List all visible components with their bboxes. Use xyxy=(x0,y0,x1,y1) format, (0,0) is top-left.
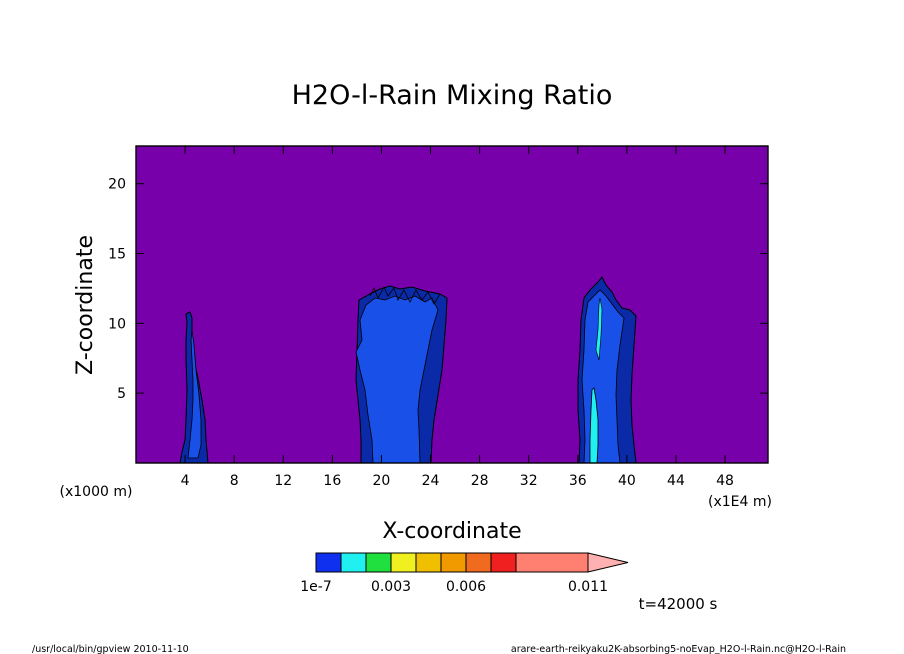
footer-left: /usr/local/bin/gpview 2010-11-10 xyxy=(32,644,189,654)
y-tick-label: 10 xyxy=(108,316,126,332)
x-tick-label: 8 xyxy=(230,473,239,489)
colorbar-swatch xyxy=(315,552,342,573)
x-tick-label: 4 xyxy=(181,473,190,489)
x-tick-label: 32 xyxy=(520,473,538,489)
x-tick-label: 12 xyxy=(274,473,292,489)
colorbar: 1e-7 0.003 0.006 0.011 xyxy=(300,552,629,595)
y-tick-label: 5 xyxy=(117,386,126,402)
cloud-right xyxy=(577,276,637,464)
colorbar-swatch xyxy=(465,552,492,573)
x-tick-label: 28 xyxy=(471,473,489,489)
x-unit-left: (x1000 m) xyxy=(60,484,133,500)
chart-title: H2O-l-Rain Mixing Ratio xyxy=(292,80,613,111)
colorbar-swatch xyxy=(415,552,442,573)
x-tick-label: 40 xyxy=(618,473,636,489)
plot-background xyxy=(136,146,768,463)
colorbar-swatch xyxy=(490,552,517,573)
y-axis-label: Z-coordinate xyxy=(73,235,98,375)
footer-right: arare-earth-reikyaku2K-absorbing5-noEvap… xyxy=(511,644,846,654)
colorbar-swatch xyxy=(340,552,367,573)
x-tick-label: 24 xyxy=(422,473,440,489)
colorbar-label: 0.003 xyxy=(371,579,411,595)
x-unit-right: (x1E4 m) xyxy=(708,494,772,510)
colorbar-label: 0.006 xyxy=(446,579,486,595)
cloud-middle xyxy=(355,285,448,464)
x-axis: 4 8 12 16 20 24 28 32 36 40 44 48 xyxy=(181,146,734,489)
colorbar-label: 0.011 xyxy=(568,579,608,595)
y-tick-label: 20 xyxy=(108,177,126,193)
x-tick-label: 20 xyxy=(373,473,391,489)
y-tick-label: 15 xyxy=(108,247,126,263)
colorbar-swatch xyxy=(515,552,589,573)
colorbar-arrow xyxy=(587,552,629,573)
colorbar-swatch xyxy=(365,552,392,573)
y-axis: 5 10 15 20 xyxy=(108,177,768,402)
colorbar-swatch xyxy=(390,552,417,573)
x-tick-label: 16 xyxy=(323,473,341,489)
x-tick-label: 48 xyxy=(716,473,734,489)
x-axis-label: X-coordinate xyxy=(382,519,521,544)
colorbar-swatch xyxy=(440,552,467,573)
cloud-left xyxy=(179,311,209,464)
x-tick-label: 36 xyxy=(569,473,587,489)
plot-frame xyxy=(135,145,769,464)
x-tick-label: 44 xyxy=(667,473,685,489)
colorbar-label: 1e-7 xyxy=(300,579,331,595)
time-label: t=42000 s xyxy=(639,595,718,613)
